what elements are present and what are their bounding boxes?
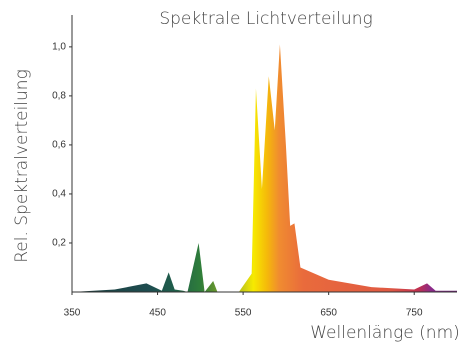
x-tick-label: 550	[235, 308, 252, 319]
x-axis-title: Wellenlänge (nm)	[310, 323, 460, 343]
y-tick-label: 0,8	[52, 91, 66, 102]
y-tick-label: 0,4	[52, 189, 66, 200]
x-tick-label: 650	[320, 308, 337, 319]
x-tick-label: 450	[149, 308, 166, 319]
y-axis-title: Rel. Spektralverteilung	[12, 69, 32, 263]
y-tick-label: 0,2	[52, 238, 66, 249]
spectrum-area	[72, 44, 457, 293]
x-tick-label: 350	[64, 308, 81, 319]
y-tick-label: 1,0	[52, 42, 66, 53]
x-tick-label: 750	[406, 308, 423, 319]
y-tick-label: 0,6	[52, 140, 66, 151]
chart-title: Spektrale Lichtverteilung	[159, 9, 372, 29]
